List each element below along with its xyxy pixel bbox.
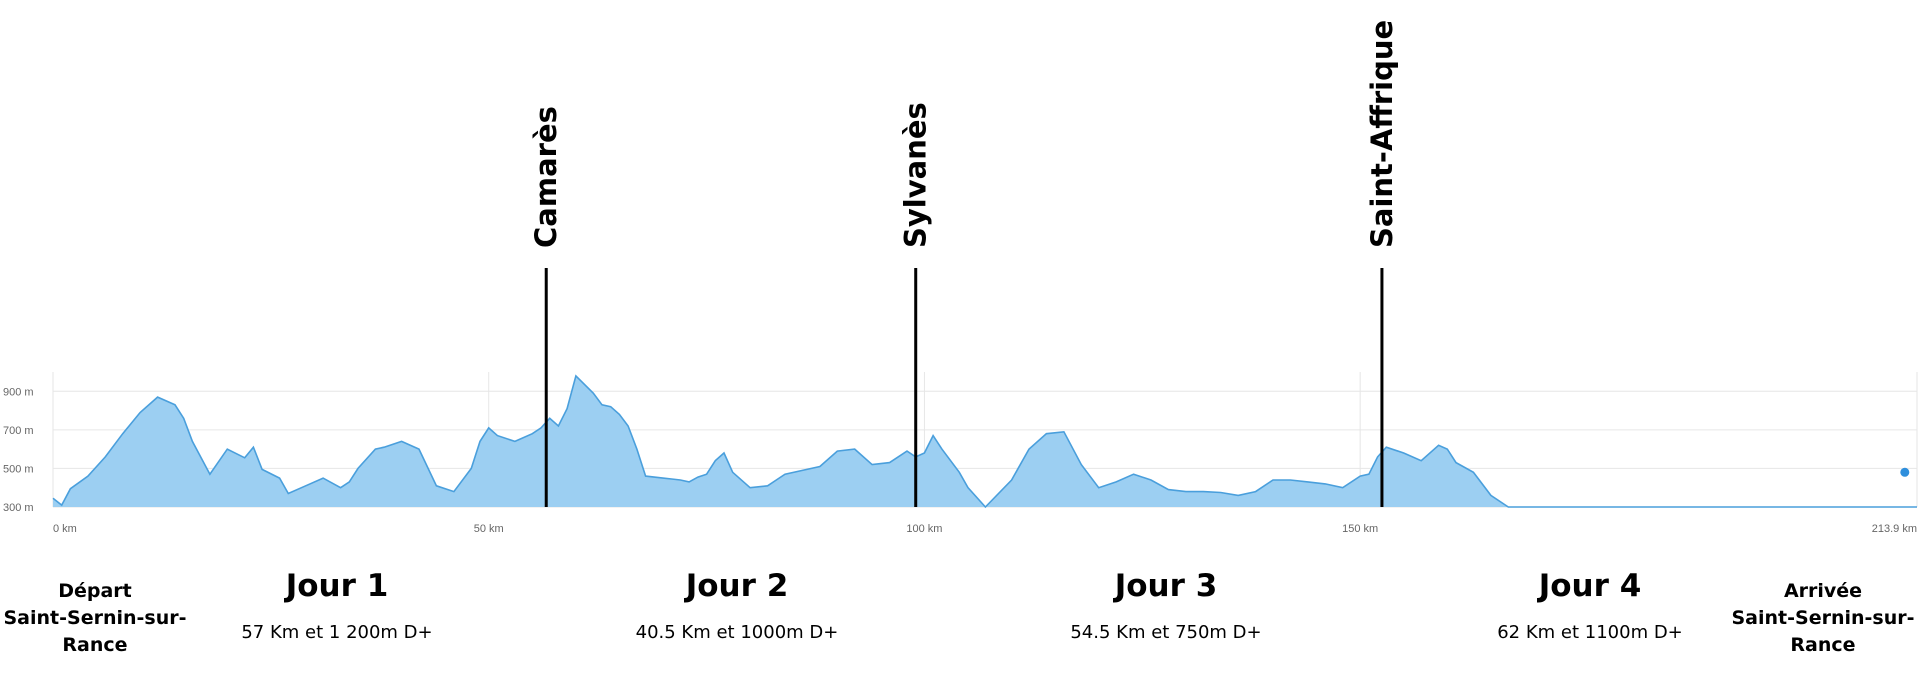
x-tick-label: 213.9 km [1872, 523, 1917, 535]
x-tick-label: 50 km [474, 523, 504, 535]
y-tick-label: 700 m [3, 425, 34, 437]
position-marker [1900, 467, 1910, 477]
elevation-fill [53, 375, 1917, 507]
finish-label-line3: Rance [1790, 634, 1856, 656]
stage-day-1: Jour 1 57 Km et 1 200m D+ [177, 568, 497, 644]
stage-title: Jour 2 [685, 568, 789, 604]
stage-detail: 54.5 Km et 750m D+ [1070, 622, 1262, 643]
finish-label-line2: Saint-Sernin-sur- [1731, 607, 1915, 629]
elevation-area [52, 374, 1917, 509]
waypoint-label: Saint-Affrique [1365, 20, 1399, 248]
stage-title: Jour 1 [285, 568, 389, 604]
finish-label: Arrivée Saint-Sernin-sur- Rance [1728, 578, 1918, 659]
waypoint-markers: Camarès Sylvanès Saint-Affrique [529, 20, 1399, 507]
stage-detail: 62 Km et 1100m D+ [1497, 622, 1683, 643]
x-tick-label: 150 km [1342, 523, 1378, 535]
start-label-line3: Rance [62, 634, 128, 656]
start-label-line2: Saint-Sernin-sur- [3, 607, 187, 629]
start-label: Départ Saint-Sernin-sur- Rance [0, 578, 190, 659]
x-tick-label: 0 km [53, 523, 77, 535]
y-tick-label: 500 m [3, 463, 34, 475]
stage-day-3: Jour 3 54.5 Km et 750m D+ [1006, 568, 1326, 644]
y-tick-label: 300 m [3, 502, 34, 514]
chart-axes: 300 m 500 m 700 m 900 m 0 km 50 km 100 km 150 k… [3, 386, 1917, 535]
stage-detail: 57 Km et 1 200m D+ [241, 622, 433, 643]
stage-detail: 40.5 Km et 1000m D+ [635, 622, 839, 643]
stage-title: Jour 4 [1538, 568, 1642, 604]
stage-day-2: Jour 2 40.5 Km et 1000m D+ [577, 568, 897, 644]
stage-day-4: Jour 4 62 Km et 1100m D+ [1430, 568, 1750, 644]
finish-label-line1: Arrivée [1783, 580, 1863, 602]
x-tick-label: 100 km [906, 523, 942, 535]
waypoint-label: Sylvanès [899, 102, 933, 248]
stage-title: Jour 3 [1114, 568, 1218, 604]
waypoint-label: Camarès [529, 106, 563, 248]
start-label-line1: Départ [58, 580, 132, 602]
y-tick-label: 900 m [3, 386, 34, 398]
